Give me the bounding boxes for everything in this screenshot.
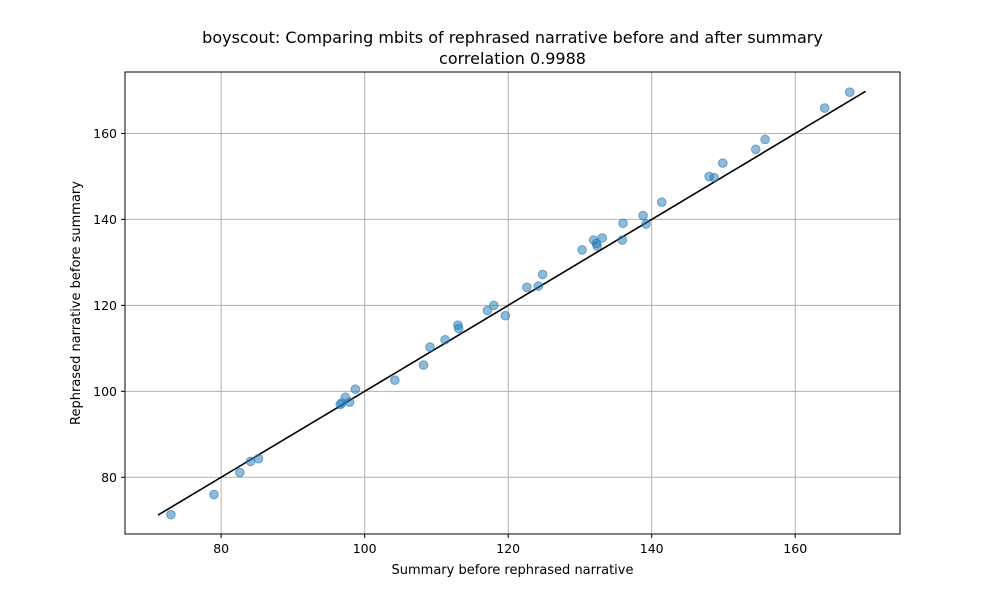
y-tick-label: 120 <box>93 298 117 313</box>
data-point <box>209 489 219 500</box>
data-point <box>489 300 499 311</box>
data-point <box>618 218 628 229</box>
x-tick-label: 120 <box>496 541 520 556</box>
data-points <box>166 87 855 520</box>
data-point <box>656 197 667 208</box>
data-point <box>844 87 855 97</box>
data-point <box>750 144 761 155</box>
data-point <box>641 219 651 229</box>
x-tick-label: 140 <box>640 541 664 556</box>
fit-line-group <box>157 90 866 516</box>
data-point <box>522 282 532 293</box>
data-point <box>418 360 429 370</box>
data-point <box>482 305 493 316</box>
data-point <box>235 467 245 478</box>
data-point <box>819 103 830 113</box>
x-tick-label: 100 <box>353 541 377 556</box>
fit-line <box>157 90 866 516</box>
data-point <box>350 384 361 394</box>
data-point <box>440 334 450 345</box>
data-point <box>425 342 435 352</box>
data-point <box>592 241 602 251</box>
x-tick-label: 80 <box>213 541 229 556</box>
data-point <box>577 245 587 255</box>
data-point <box>453 320 463 330</box>
data-point <box>709 172 719 183</box>
grid-lines <box>125 72 900 534</box>
x-axis-label: Summary before rephrased narrative <box>392 563 634 578</box>
data-point <box>390 375 400 385</box>
data-point <box>597 233 607 243</box>
chart-title: boyscout: Comparing mbits of rephrased n… <box>202 28 823 47</box>
y-tick-label: 80 <box>101 470 117 485</box>
data-point <box>617 235 628 245</box>
data-point <box>500 310 511 321</box>
data-point <box>537 269 548 280</box>
x-tick-label: 160 <box>783 541 807 556</box>
data-point <box>253 453 264 464</box>
chart-subtitle: correlation 0.9988 <box>439 49 586 68</box>
y-tick-label: 100 <box>93 384 117 399</box>
data-point <box>717 158 728 168</box>
data-point <box>533 281 544 291</box>
plot-frame <box>124 71 901 535</box>
data-point <box>245 456 256 467</box>
data-point <box>344 397 355 407</box>
y-tick-label: 140 <box>93 212 117 227</box>
y-axis-label: Rephrased narrative before summary <box>69 181 84 425</box>
data-point <box>760 134 770 145</box>
axis-ticks: 80 100 120 140 160 80 100 120 140 160 <box>93 126 807 556</box>
y-tick-label: 160 <box>93 126 117 141</box>
data-point <box>166 509 176 520</box>
data-point <box>638 210 648 221</box>
